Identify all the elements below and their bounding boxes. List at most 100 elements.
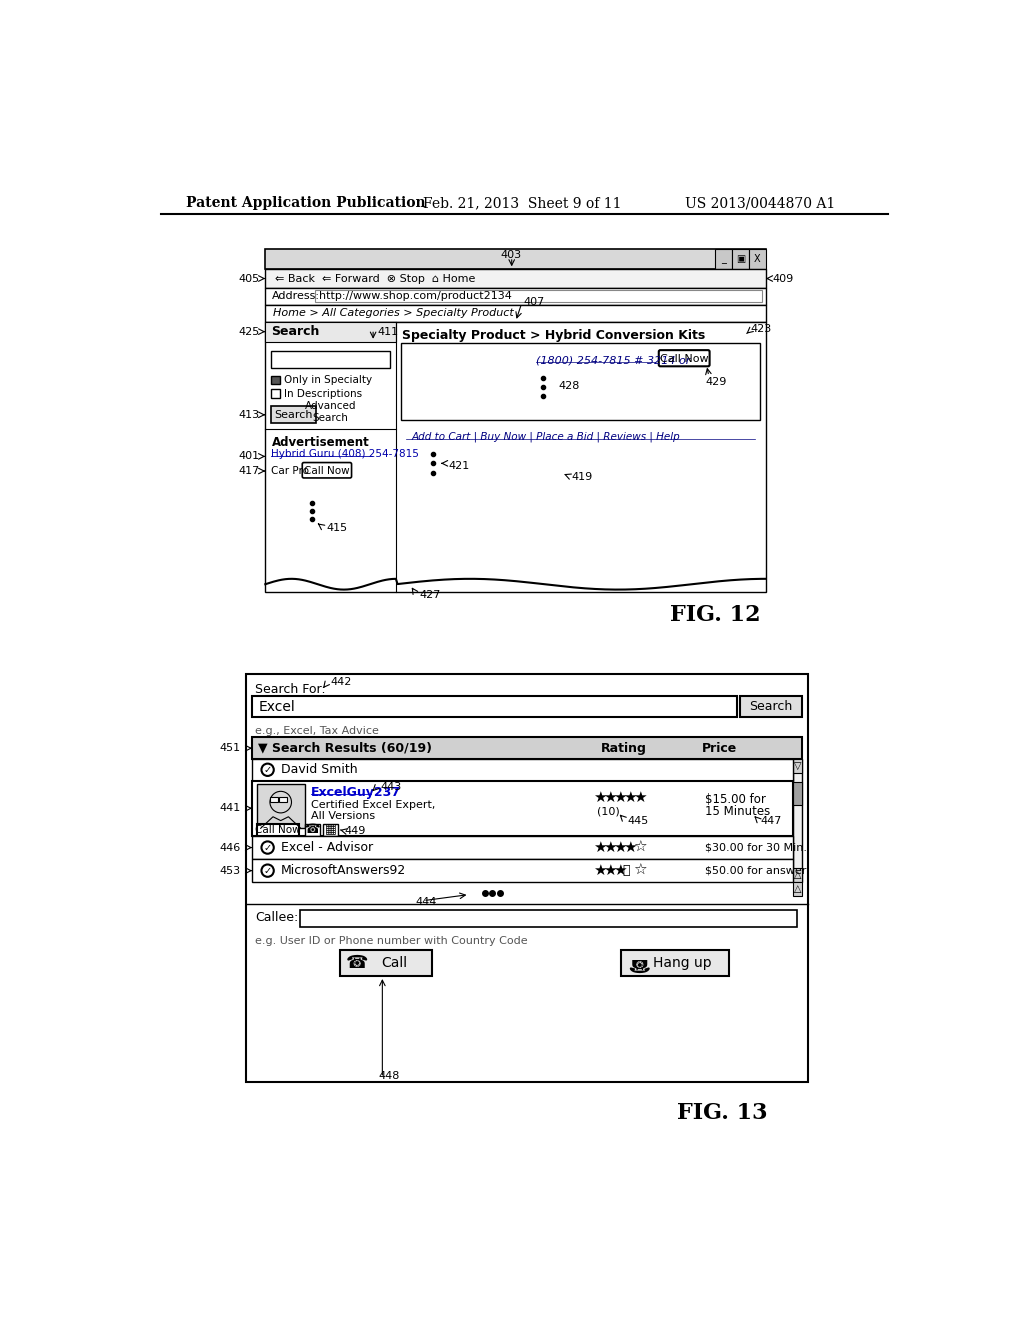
Text: ExcelGuy237: ExcelGuy237 (310, 787, 400, 800)
Text: Advanced
Search: Advanced Search (305, 401, 356, 422)
Text: 423: 423 (751, 325, 772, 334)
Bar (323, 824, 339, 836)
Text: 411: 411 (377, 326, 398, 337)
Text: Search: Search (271, 325, 319, 338)
Bar (271, 351, 390, 368)
Bar (315, 290, 762, 302)
Text: Feb. 21, 2013  Sheet 9 of 11: Feb. 21, 2013 Sheet 9 of 11 (423, 197, 622, 210)
Text: ☎: ☎ (304, 824, 321, 837)
Text: David Smith: David Smith (281, 763, 357, 776)
Text: △: △ (794, 884, 801, 894)
Text: 425: 425 (239, 326, 260, 337)
Text: All Versions: All Versions (310, 810, 375, 821)
Bar (257, 824, 299, 836)
Text: 448: 448 (379, 1072, 400, 1081)
Text: 441: 441 (219, 804, 241, 813)
Bar (793, 882, 802, 896)
Text: 409: 409 (772, 273, 794, 284)
Bar (304, 824, 319, 836)
Text: $15.00 for: $15.00 for (705, 792, 766, 805)
Text: ▽: ▽ (794, 760, 801, 771)
Text: ☆: ☆ (633, 840, 646, 855)
Text: _: _ (721, 255, 726, 264)
Text: Home > All Categories > Specialty Product: Home > All Categories > Specialty Produc… (273, 308, 514, 318)
Text: Callee:: Callee: (255, 911, 299, 924)
Text: ⇐ Back  ⇐ Forward  ⊗ Stop  ⌂ Home: ⇐ Back ⇐ Forward ⊗ Stop ⌂ Home (274, 273, 475, 284)
Bar (265, 269, 766, 288)
Text: Search: Search (274, 409, 313, 420)
Bar (271, 376, 280, 384)
Text: ★: ★ (612, 863, 627, 878)
Text: 442: 442 (331, 677, 352, 686)
Text: ▣: ▣ (736, 255, 745, 264)
Text: ★: ★ (593, 840, 606, 855)
Text: http://www.shop.com/product2134: http://www.shop.com/product2134 (319, 292, 512, 301)
Text: 405: 405 (239, 273, 259, 284)
Text: 446: 446 (219, 842, 241, 853)
Text: Rating: Rating (600, 742, 646, 755)
Bar (265, 305, 766, 322)
Text: ☆: ☆ (633, 863, 646, 878)
Text: Call: Call (381, 956, 407, 970)
Text: MicrosoftAnswers92: MicrosoftAnswers92 (281, 865, 406, 878)
Text: 403: 403 (500, 251, 521, 260)
Bar (270, 797, 278, 803)
Text: ▼ Search Results (60/19): ▼ Search Results (60/19) (258, 742, 432, 755)
Text: Hang up: Hang up (653, 956, 712, 970)
Text: Car Pro: Car Pro (271, 466, 309, 477)
Bar (793, 781, 802, 805)
Bar (340, 950, 432, 977)
Text: 401: 401 (239, 451, 259, 462)
Text: 444: 444 (416, 898, 437, 907)
Text: Address:: Address: (271, 292, 319, 301)
Text: 451: 451 (219, 743, 241, 754)
Text: ★: ★ (623, 789, 636, 805)
Text: $30.00 for 30 Min.: $30.00 for 30 Min. (705, 842, 807, 853)
Text: X: X (754, 255, 761, 264)
Text: US 2013/0044870 A1: US 2013/0044870 A1 (685, 197, 836, 210)
Bar (793, 759, 802, 882)
Text: ▦: ▦ (325, 824, 337, 837)
Bar (252, 759, 793, 780)
Text: Search For:: Search For: (255, 684, 326, 696)
Bar (252, 836, 793, 859)
Text: ★: ★ (623, 840, 636, 855)
Bar (252, 780, 793, 836)
Text: Call Now: Call Now (659, 354, 709, 363)
Bar (793, 759, 802, 774)
Bar (280, 797, 287, 803)
Text: 419: 419 (571, 473, 593, 482)
Text: Call Now: Call Now (304, 466, 350, 477)
Bar (246, 675, 808, 1082)
Text: FIG. 13: FIG. 13 (677, 1102, 768, 1125)
Text: 429: 429 (705, 376, 726, 387)
Text: 15 Minutes: 15 Minutes (705, 805, 770, 818)
Bar (265, 322, 396, 342)
Text: ★: ★ (633, 789, 646, 805)
Text: 428: 428 (559, 380, 580, 391)
Text: Certified Excel Expert,: Certified Excel Expert, (310, 800, 435, 810)
Text: Advertisement: Advertisement (271, 436, 370, 449)
Text: (10): (10) (597, 807, 620, 816)
Text: 443: 443 (380, 781, 401, 792)
Text: $50.00 for answer: $50.00 for answer (705, 866, 806, 875)
Bar (793, 869, 802, 882)
Bar (400, 343, 760, 420)
Text: In Descriptions: In Descriptions (284, 389, 361, 399)
Text: 417: 417 (239, 466, 260, 477)
Text: ★: ★ (612, 840, 627, 855)
Text: ✓: ✓ (263, 764, 271, 775)
Text: Patent Application Publication: Patent Application Publication (186, 197, 426, 210)
Text: Excel - Advisor: Excel - Advisor (281, 841, 373, 854)
Text: 453: 453 (219, 866, 241, 875)
FancyBboxPatch shape (658, 350, 710, 367)
Text: ★: ★ (593, 789, 606, 805)
Text: ★: ★ (602, 863, 616, 878)
Text: ★: ★ (602, 840, 616, 855)
Bar (252, 696, 737, 718)
Bar (740, 696, 802, 718)
Text: 421: 421 (449, 461, 470, 471)
Text: ★: ★ (593, 863, 606, 878)
Text: Excel: Excel (258, 700, 295, 714)
Text: 407: 407 (523, 297, 545, 306)
